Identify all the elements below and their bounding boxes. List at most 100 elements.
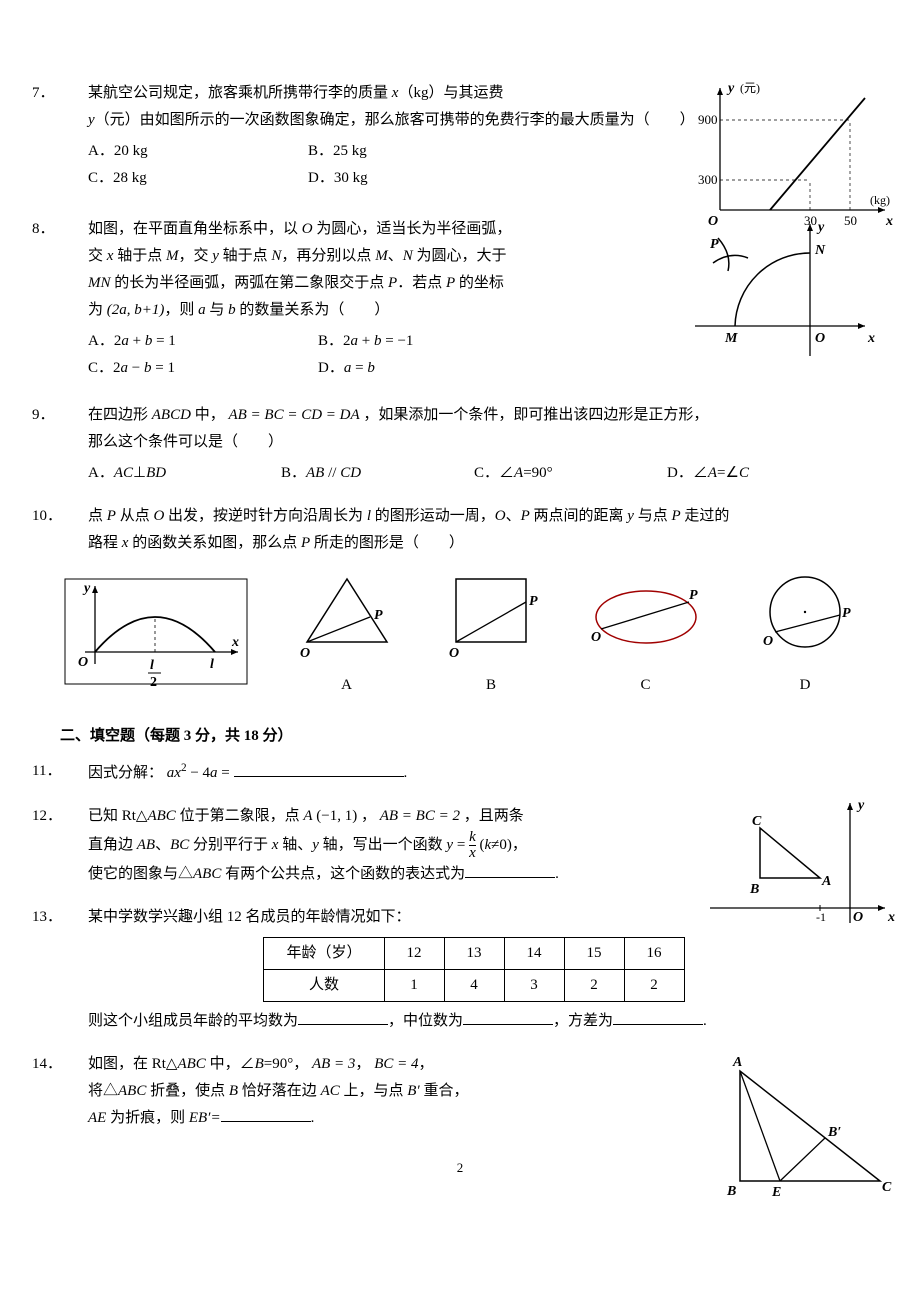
q7-opt-d: D．30 kg [308, 165, 528, 192]
svg-text:A: A [821, 874, 831, 889]
q8-opt-d: D．a = b [318, 355, 548, 382]
svg-text:P: P [689, 588, 698, 603]
q10-text: 点 P 从点 O 出发，按逆时针方向沿周长为 l 的图形运动一周，O、P 两点间… [88, 503, 860, 557]
svg-text:(元): (元) [740, 81, 760, 95]
q13-text1: 某中学数学兴趣小组 12 名成员的年龄情况如下： [88, 909, 411, 925]
q12-body: 12． 已知 Rt△ABC 位于第二象限，点 A (−1, 1) ， AB = … [88, 803, 658, 888]
svg-text:900: 900 [698, 112, 718, 127]
q11-blank [234, 762, 404, 777]
q11-body: 11． 因式分解： ax2 − 4a = . [88, 758, 860, 787]
q10-shapes-row: O y x l 2 l O P A O P [60, 567, 860, 699]
svg-text:x: x [887, 910, 895, 925]
q9-body: 9． 在四边形 ABCD 中， AB = BC = CD = DA ，如果添加一… [88, 402, 860, 487]
svg-text:P: P [710, 237, 719, 252]
q13-table: 年龄（岁） 12 13 14 15 16 人数 1 4 3 2 2 [263, 937, 684, 1002]
q12-number: 12． [32, 803, 62, 830]
svg-text:P: P [529, 594, 538, 609]
q10-number: 10． [32, 503, 62, 530]
q8-diagram: P N M O x y [680, 216, 880, 376]
svg-text:B′: B′ [827, 1125, 841, 1140]
svg-text:x: x [867, 331, 875, 346]
svg-text:y: y [816, 220, 825, 235]
q14-body: 14． 如图，在 Rt△ABC 中，∠B=90°， AB = 3， BC = 4… [88, 1051, 608, 1132]
q7-opt-b: B．25 kg [308, 138, 528, 165]
svg-text:A: A [732, 1055, 742, 1070]
svg-text:y: y [726, 81, 735, 96]
q7-opt-a: A．20 kg [88, 138, 308, 165]
q10-label-b: B [441, 672, 541, 699]
q10-label-d: D [750, 672, 860, 699]
svg-text:O: O [449, 646, 459, 661]
q9-options: A．AC⊥BD B．AB // CD C．∠A=90° D．∠A=∠C [88, 460, 860, 487]
svg-text:2: 2 [150, 675, 157, 689]
q14-diagram: A B C E B′ [700, 1051, 900, 1211]
svg-text:O: O [300, 646, 310, 661]
q8-text: 如图，在平面直角坐标系中，以 O 为圆心，适当长为半径画弧， 交 x 轴于点 M… [88, 216, 648, 324]
q10-body: 10． 点 P 从点 O 出发，按逆时针方向沿周长为 l 的图形运动一周，O、P… [88, 503, 860, 557]
q13-body: 13． 某中学数学兴趣小组 12 名成员的年龄情况如下： 年龄（岁） 12 13… [88, 904, 860, 1035]
svg-text:l: l [210, 657, 214, 672]
question-11: 11． 因式分解： ax2 − 4a = . [60, 758, 860, 787]
q7-number: 7． [32, 80, 55, 107]
svg-text:P: P [842, 606, 851, 621]
question-13: 13． 某中学数学兴趣小组 12 名成员的年龄情况如下： 年龄（岁） 12 13… [60, 904, 860, 1035]
q13-row-data: 人数 1 4 3 2 2 [264, 970, 684, 1002]
svg-text:P: P [374, 608, 383, 623]
q14-number: 14． [32, 1051, 62, 1078]
q7-opt-c: C．28 kg [88, 165, 308, 192]
section-2-header: 二、填空题（每题 3 分，共 18 分） [60, 723, 860, 750]
q10-shape-d: O P D [750, 567, 860, 699]
svg-text:B: B [749, 882, 759, 897]
q10-shape-b: O P B [441, 567, 541, 699]
q10-graph: O y x l 2 l [60, 574, 252, 699]
svg-text:O: O [815, 331, 825, 346]
q9-opt-d: D．∠A=∠C [667, 460, 860, 487]
q8-opt-a: A．2a + b = 1 [88, 328, 318, 355]
q10-shape-a: O P A [292, 567, 402, 699]
svg-text:y: y [856, 798, 865, 813]
svg-text:300: 300 [698, 172, 718, 187]
question-9: 9． 在四边形 ABCD 中， AB = BC = CD = DA ，如果添加一… [60, 402, 860, 487]
svg-text:E: E [771, 1185, 781, 1200]
q9-opt-c: C．∠A=90° [474, 460, 667, 487]
q7-options: A．20 kg B．25 kg C．28 kg D．30 kg [88, 138, 528, 192]
question-7: 300 900 30 50 O y (元) x (kg) 7． 某航空公司规定，… [60, 80, 860, 192]
svg-text:C: C [752, 814, 762, 829]
q9-number: 9． [32, 402, 55, 429]
q13-blank-var [613, 1010, 703, 1025]
q13-number: 13． [32, 904, 62, 931]
svg-text:M: M [724, 331, 738, 346]
q11-number: 11． [32, 758, 61, 785]
question-14: A B C E B′ 14． 如图，在 Rt△ABC 中，∠B=90°， AB … [60, 1051, 860, 1132]
q8-opt-b: B．2a + b = −1 [318, 328, 548, 355]
q9-text: 在四边形 ABCD 中， AB = BC = CD = DA ，如果添加一个条件… [88, 402, 860, 456]
question-8: P N M O x y 8． 如图，在平面直角坐标系中，以 O 为圆心，适当长为… [60, 216, 860, 382]
svg-text:(kg): (kg) [870, 193, 890, 207]
q13-text2: 则这个小组成员年龄的平均数为，中位数为，方差为. [88, 1008, 860, 1035]
svg-text:x: x [885, 214, 893, 229]
svg-text:l: l [150, 658, 154, 673]
q8-options: A．2a + b = 1 B．2a + b = −1 C．2a − b = 1 … [88, 328, 548, 382]
q13-blank-mean [298, 1010, 388, 1025]
q8-number: 8． [32, 216, 55, 243]
svg-text:y: y [82, 581, 91, 596]
question-12: B A C O x y -1 12． 已知 Rt△ABC 位于第二象限，点 A … [60, 803, 860, 888]
q9-opt-a: A．AC⊥BD [88, 460, 281, 487]
q13-blank-median [463, 1010, 553, 1025]
svg-text:x: x [231, 635, 239, 650]
q14-blank [221, 1107, 311, 1122]
question-10: 10． 点 P 从点 O 出发，按逆时针方向沿周长为 l 的图形运动一周，O、P… [60, 503, 860, 699]
svg-text:C: C [882, 1180, 892, 1195]
q12-blank [465, 863, 555, 878]
q10-shape-c: O P C [581, 567, 711, 699]
svg-text:O: O [763, 634, 773, 649]
svg-text:N: N [814, 243, 826, 258]
svg-text:O: O [78, 655, 88, 670]
q9-opt-b: B．AB // CD [281, 460, 474, 487]
q10-label-a: A [292, 672, 402, 699]
q13-row-header: 年龄（岁） 12 13 14 15 16 [264, 938, 684, 970]
svg-text:O: O [591, 630, 601, 645]
q10-label-c: C [581, 672, 711, 699]
q8-opt-c: C．2a − b = 1 [88, 355, 318, 382]
svg-text:B: B [726, 1184, 736, 1199]
